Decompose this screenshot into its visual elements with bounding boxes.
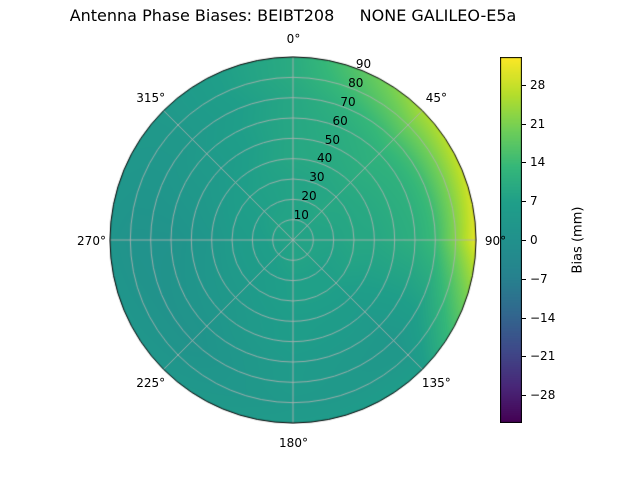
- radial-tick-label: 20: [301, 188, 317, 203]
- angular-tick-label: 270°: [77, 233, 106, 248]
- polar-heatmap: [109, 56, 477, 424]
- colorbar-tick-mark: [522, 201, 526, 203]
- colorbar-tick-label: 14: [530, 155, 546, 170]
- colorbar-tick-mark: [522, 395, 526, 397]
- radial-tick-label: 90: [355, 57, 372, 72]
- radial-tick-label: 60: [332, 113, 348, 128]
- colorbar-axis-label: Bias (mm): [570, 206, 586, 274]
- colorbar-tick-label: −14: [530, 310, 556, 325]
- angular-tick-label: 225°: [136, 376, 166, 391]
- radial-tick-label: 30: [309, 170, 325, 185]
- radial-tick-label: 40: [316, 151, 333, 166]
- colorbar-tick-mark: [522, 162, 526, 164]
- colorbar-tick-mark: [522, 123, 526, 125]
- radial-tick-label: 70: [340, 95, 356, 109]
- radial-tick-label: 50: [324, 132, 341, 147]
- angular-tick-label: 45°: [425, 90, 447, 105]
- colorbar-tick-label: 21: [530, 116, 546, 131]
- angular-tick-label: 135°: [421, 376, 451, 391]
- colorbar-tick-mark: [522, 356, 526, 358]
- colorbar-tick-label: −7: [530, 271, 548, 286]
- colorbar-tick-mark: [522, 317, 526, 319]
- colorbar: [500, 57, 522, 423]
- angular-tick-label: 90°: [484, 233, 507, 248]
- colorbar-tick-label: 7: [530, 194, 538, 209]
- angular-tick-label: 180°: [279, 435, 308, 450]
- chart-title: Antenna Phase Biases: BEIBT208 NONE GALI…: [69, 6, 517, 25]
- angular-tick-label: 315°: [136, 90, 166, 105]
- colorbar-tick-mark: [522, 278, 526, 280]
- colorbar-tick-mark: [522, 240, 526, 241]
- colorbar-tick-mark: [522, 84, 526, 86]
- radial-tick-label: 10: [293, 207, 309, 222]
- colorbar-tick-label: 28: [530, 77, 546, 92]
- angular-tick-label: 0°: [286, 31, 301, 46]
- colorbar-tick-label: −28: [530, 388, 556, 403]
- radial-tick-label: 80: [348, 76, 364, 91]
- colorbar-tick-label: 0: [530, 233, 538, 247]
- colorbar-tick-label: −21: [530, 349, 556, 364]
